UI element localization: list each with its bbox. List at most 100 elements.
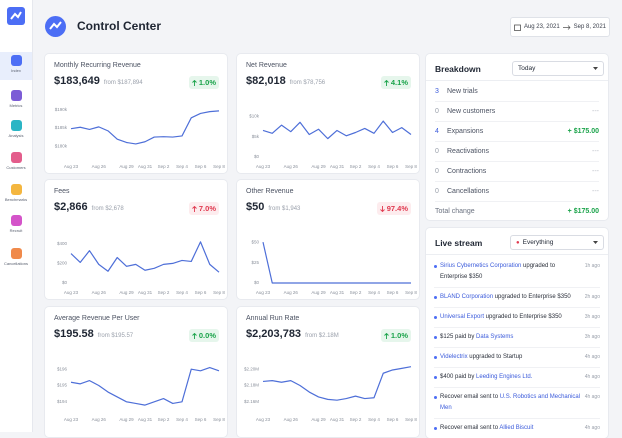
change-arrow (384, 79, 389, 86)
row-count: 3 (435, 87, 439, 95)
nav-item[interactable]: Index (0, 52, 32, 80)
stream-item: BLAND Corporation upgraded to Enterprise… (434, 288, 600, 308)
x-tick-label: Aug 29 (119, 417, 134, 422)
arrow-shape (379, 205, 385, 212)
stream-item: $400 paid by Leeding Engines Ltd. 4h ago (434, 368, 600, 388)
card-from: from $1,943 (268, 206, 301, 212)
card-value-row: $82,018 from $78,756 (246, 75, 325, 87)
x-tick-label: Aug 26 (92, 417, 107, 422)
row-count: 0 (435, 167, 439, 175)
trend-line (70, 241, 220, 273)
x-tick-label: Aug 26 (92, 164, 107, 169)
row-amount: --- (592, 107, 599, 115)
y-tick-label: $200 (57, 261, 68, 266)
stream-dot (434, 396, 437, 399)
x-tick-label: Sep 6 (387, 417, 399, 422)
x-tick-label: Aug 31 (138, 164, 153, 169)
change-arrow (384, 332, 389, 339)
card-from: from $78,756 (289, 80, 326, 86)
x-tick-label: Sep 6 (195, 164, 207, 169)
x-tick-label: Aug 31 (330, 164, 345, 169)
x-tick-label: Aug 31 (330, 290, 345, 295)
nav-item[interactable]: Analysis (0, 117, 32, 145)
y-tick-label: $195 (57, 383, 68, 388)
chevron (593, 241, 598, 244)
x-tick-label: Aug 29 (311, 290, 326, 295)
stream-link[interactable]: Sirius Cybernetics Corporation (440, 263, 522, 269)
card-value: $2,203,783 (246, 328, 302, 340)
nav-icon (10, 215, 22, 226)
nav-icon (10, 184, 22, 195)
breakdown-row: 0 Contractions --- (435, 161, 599, 182)
row-count: 0 (435, 107, 439, 115)
stream-time: 4h ago (584, 374, 600, 380)
stream-item: Videlectrix upgraded to Startup 4h ago (434, 348, 600, 368)
page-title: Control Center (77, 19, 161, 33)
nav-icon (10, 152, 22, 163)
x-tick-label: Aug 23 (256, 417, 271, 422)
row-label: New trials (447, 87, 478, 95)
live-stream-filter[interactable]: ● Everything (510, 235, 604, 250)
stream-item: Sirius Cybernetics Corporation upgraded … (434, 257, 600, 288)
breakdown-row: 0 New customers --- (435, 101, 599, 122)
stream-text-part: paid by (453, 374, 477, 380)
x-tick-label: Aug 23 (64, 417, 79, 422)
x-tick-label: Sep 4 (176, 290, 188, 295)
stream-link[interactable]: Data Systems (476, 334, 514, 340)
stream-dot (434, 265, 437, 268)
breakdown-filter[interactable]: Today (512, 61, 604, 76)
stream-text: Recover email sent to Allied Biscuit (440, 423, 581, 434)
card-from: from $195.57 (97, 333, 134, 339)
stream-dot (434, 296, 437, 299)
stream-dot (434, 356, 437, 359)
nav-icon (10, 248, 22, 259)
nav-item[interactable]: Cancellations (0, 245, 32, 273)
change-arrow (379, 205, 385, 212)
sparkline-chart: $194 $195 $196 Aug 23 Aug 26 Aug 29 Aug 31 Sep … (57, 366, 225, 422)
breakdown-title: Breakdown (435, 64, 481, 74)
metric-card: Net Revenue $82,018 from $78,756 4.1% $0 $5k $… (237, 54, 419, 173)
y-tick-label: $2.18M (244, 383, 259, 388)
stream-link[interactable]: Videlectrix (440, 354, 468, 360)
breakdown-row: 3 New trials (435, 81, 599, 102)
nav-item[interactable]: Benchmarks (0, 181, 32, 209)
x-tick-label: Sep 2 (350, 290, 362, 295)
stream-text-part: upgraded to Enterprise $350 (484, 314, 562, 320)
row-amount: --- (592, 167, 599, 175)
y-tick-label: $5k (252, 134, 260, 139)
x-tick-label: Aug 23 (256, 164, 271, 169)
x-tick-label: Sep 8 (213, 417, 225, 422)
card-from: from $2.18M (305, 333, 339, 339)
date-range[interactable]: Aug 23, 2021 Sep 8, 2021 (510, 17, 610, 37)
stream-link[interactable]: BLAND Corporation (440, 294, 494, 300)
metric-card: Annual Run Rate $2,203,783 from $2.18M 1.0%… (237, 307, 419, 437)
divider (426, 80, 608, 81)
arrow-icon (562, 24, 571, 30)
nav-label: Customers (6, 165, 26, 170)
stream-link[interactable]: Allied Biscuit (499, 425, 534, 431)
x-tick-label: Sep 4 (368, 417, 380, 422)
change-value: 4.1% (390, 78, 408, 87)
change-badge: 97.4% (376, 202, 411, 215)
row-count: 4 (435, 127, 439, 135)
y-tick-label: $190k (55, 107, 68, 112)
nav-item[interactable]: Customers (0, 149, 32, 177)
card-value-row: $183,649 from $187,894 (54, 75, 143, 87)
trend-line (70, 366, 220, 406)
card-value: $183,649 (54, 75, 100, 87)
stream-link[interactable]: Universal Export (440, 314, 485, 320)
card-value-row: $2,203,783 from $2.18M (246, 328, 339, 340)
stream-link[interactable]: Leeding Engines Ltd. (476, 374, 533, 380)
stream-text-part: upgraded to Enterprise $350 (493, 294, 571, 300)
change-badge: 1.0% (188, 76, 219, 89)
nav-item[interactable]: Recruit (0, 212, 32, 240)
nav-label: Benchmarks (4, 197, 28, 202)
x-tick-label: Aug 29 (119, 164, 134, 169)
x-tick-label: Aug 23 (64, 164, 79, 169)
x-tick-label: Sep 4 (176, 164, 188, 169)
sparkline-chart: $0 $200 $400 Aug 23 Aug 26 Aug 29 Aug 31 Sep 2 S… (57, 241, 225, 295)
stream-link[interactable]: U.S. Robotics and Mechanical Men (440, 394, 581, 411)
row-count: 0 (435, 147, 439, 155)
stream-text: $125 paid by Data Systems (440, 332, 581, 343)
nav-item[interactable]: Metrics (0, 87, 32, 115)
